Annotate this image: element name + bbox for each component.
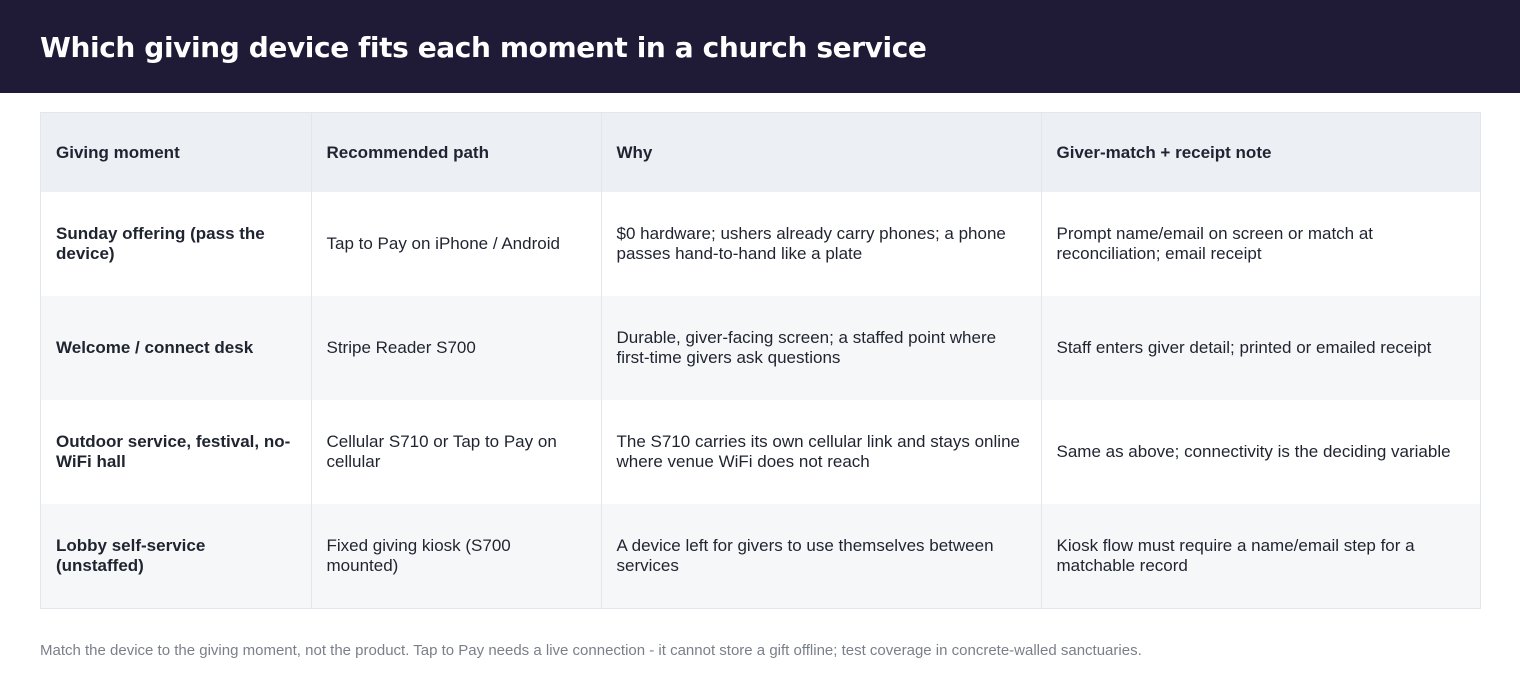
column-header-giving-moment: Giving moment [41,113,312,192]
page-header: Which giving device fits each moment in … [0,0,1520,93]
table-header-row: Giving moment Recommended path Why Giver… [41,113,1480,192]
table-row: Lobby self-service (unstaffed) Fixed giv… [41,504,1480,608]
recommended-path-cell: Cellular S710 or Tap to Pay on cellular [311,400,602,504]
recommended-path-cell: Stripe Reader S700 [311,296,602,400]
why-cell: The S710 carries its own cellular link a… [601,400,1042,504]
receipt-note-cell: Prompt name/email on screen or match at … [1056,224,1374,263]
table-row: Welcome / connect desk Stripe Reader S70… [41,296,1480,400]
device-table: Giving moment Recommended path Why Giver… [41,113,1480,608]
column-header-receipt-note: Giver-match + receipt note [1056,142,1272,162]
recommended-path-cell: Fixed giving kiosk (S700 mounted) [311,504,602,608]
table-header: Giving moment Recommended path Why Giver… [41,113,1480,192]
receipt-note-cell: Same as above; connectivity is the decid… [1056,442,1451,461]
footnote: Match the device to the giving moment, n… [40,642,1142,659]
comparison-table: Giving moment Recommended path Why Giver… [40,112,1481,609]
why-cell: A device left for givers to use themselv… [601,504,1042,608]
table-row: Outdoor service, festival, no-WiFi hall … [41,400,1480,504]
giving-moment-cell: Lobby self-service (unstaffed) [41,504,312,608]
page-title: Which giving device fits each moment in … [40,31,927,64]
giving-moment-cell: Sunday offering (pass the device) [41,192,312,296]
table-body: Sunday offering (pass the device) Tap to… [41,192,1480,608]
giving-moment-cell: Welcome / connect desk [41,296,312,400]
why-cell: $0 hardware; ushers already carry phones… [601,192,1042,296]
column-header-why: Why [601,113,1042,192]
receipt-note-cell: Kiosk flow must require a name/email ste… [1056,536,1415,575]
why-cell: Durable, giver-facing screen; a staffed … [601,296,1042,400]
giving-moment-cell: Outdoor service, festival, no-WiFi hall [41,400,312,504]
column-header-recommended-path: Recommended path [311,113,602,192]
receipt-note-cell: Staff enters giver detail; printed or em… [1056,338,1432,357]
table-row: Sunday offering (pass the device) Tap to… [41,192,1480,296]
recommended-path-cell: Tap to Pay on iPhone / Android [311,192,602,296]
